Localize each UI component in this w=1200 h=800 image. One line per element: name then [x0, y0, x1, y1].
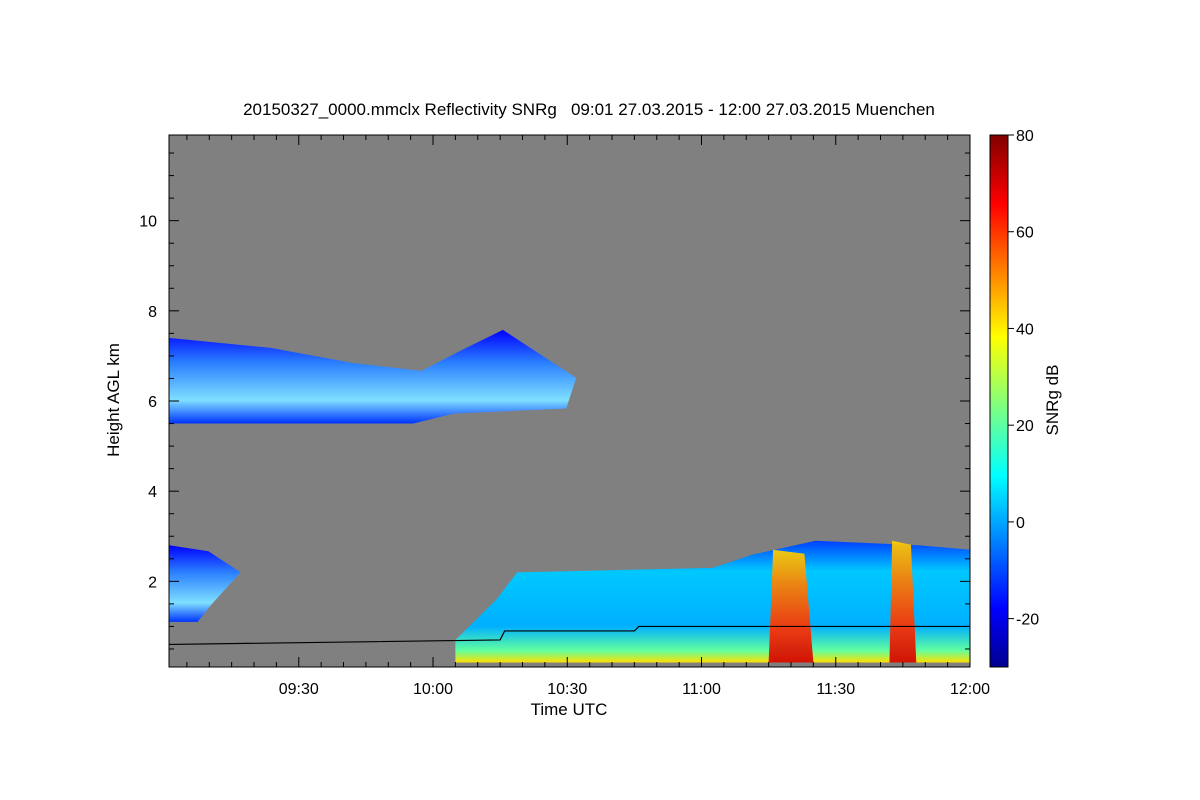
colorbar — [989, 134, 1009, 668]
feature-3 — [768, 549, 814, 663]
y-axis-label: Height AGL km — [104, 343, 123, 457]
colorbar-tick-label: 40 — [1016, 321, 1034, 338]
y-tick-label: 4 — [148, 484, 157, 501]
y-tick-label: 6 — [148, 394, 157, 411]
feature-0 — [169, 329, 577, 424]
y-tick-label: 2 — [148, 574, 157, 591]
x-axis-label: Time UTC — [531, 700, 608, 719]
chart-title: 20150327_0000.mmclx Reflectivity SNRg 09… — [243, 100, 935, 119]
y-tick-label: 8 — [148, 304, 157, 321]
colorbar-label: SNRg dB — [1043, 365, 1062, 436]
feature-4 — [889, 540, 917, 663]
x-tick-label: 09:30 — [279, 681, 319, 698]
colorbar-tick-label: 80 — [1016, 128, 1034, 145]
feature-1 — [169, 545, 241, 622]
x-tick-label: 10:00 — [413, 681, 453, 698]
y-axis: 2 4 6 8 10 — [139, 152, 970, 650]
x-tick-label: 11:00 — [682, 681, 721, 698]
boundary-line — [168, 625, 970, 646]
y-tick-label: 10 — [139, 214, 157, 231]
x-tick-label: 11:30 — [816, 681, 855, 698]
x-axis: 09:30 10:00 10:30 11:00 11:30 12:00 — [186, 135, 990, 698]
colorbar-tick-label: 20 — [1016, 418, 1034, 435]
x-tick-label: 12:00 — [950, 681, 990, 698]
colorbar-tick-label: 0 — [1016, 515, 1025, 532]
feature-2 — [455, 540, 970, 663]
colorbar-tick-label: -20 — [1016, 612, 1039, 629]
x-tick-label: 10:30 — [547, 681, 587, 698]
reflectivity-field — [169, 329, 970, 663]
colorbar-tick-label: 60 — [1016, 225, 1034, 242]
colorbar-ticks: -20 0 20 40 60 80 — [1008, 128, 1039, 629]
